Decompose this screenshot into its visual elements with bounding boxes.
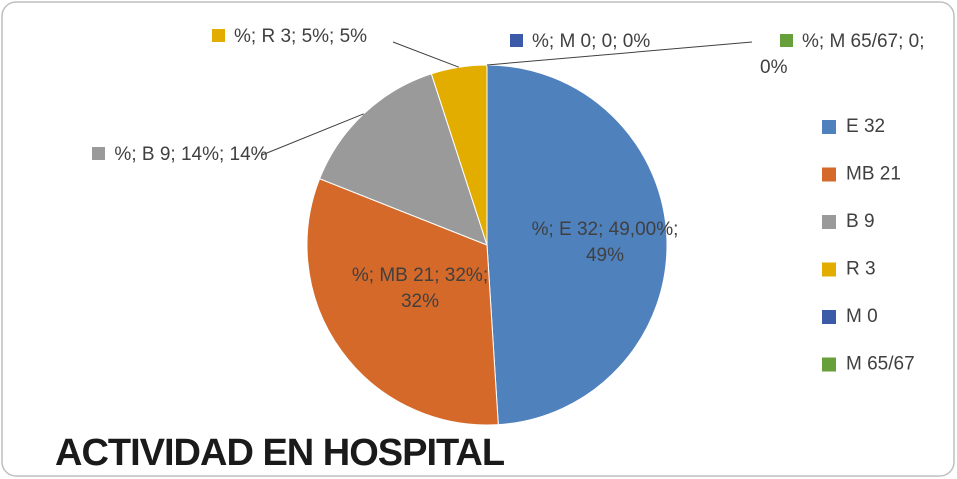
legend-swatch [822,215,836,229]
pie-slice [486,64,668,426]
legend-swatch [822,357,836,372]
legend-label: R 3 [846,259,876,280]
legend-swatch [822,120,836,134]
leader-line [392,41,460,68]
data-label: %; MB 21; 32%; 32% [351,265,489,312]
legend-swatch [822,310,836,324]
data-label: %; B 9; 14%; 14% [70,142,270,168]
legend-label: M 65/67 [846,354,915,375]
data-label: %; R 3; 5%; 5% [192,24,402,50]
legend-label: M 0 [846,306,878,327]
legend-swatch [822,167,836,182]
data-label: %; M 65/67; 0; 0% [760,31,925,78]
chart-title: ACTIVIDAD EN HOSPITAL [55,432,505,474]
legend-label: MB 21 [846,164,901,185]
legend-label: B 9 [846,211,875,232]
legend-label: E 32 [846,116,885,137]
data-label: %; M 0; 0; 0% [490,29,690,55]
leader-line [486,41,753,66]
pie-slice [306,178,499,426]
leader-line [261,113,364,156]
data-label: %; E 32; 49,00%; 49% [531,219,679,266]
legend-swatch [822,262,836,277]
